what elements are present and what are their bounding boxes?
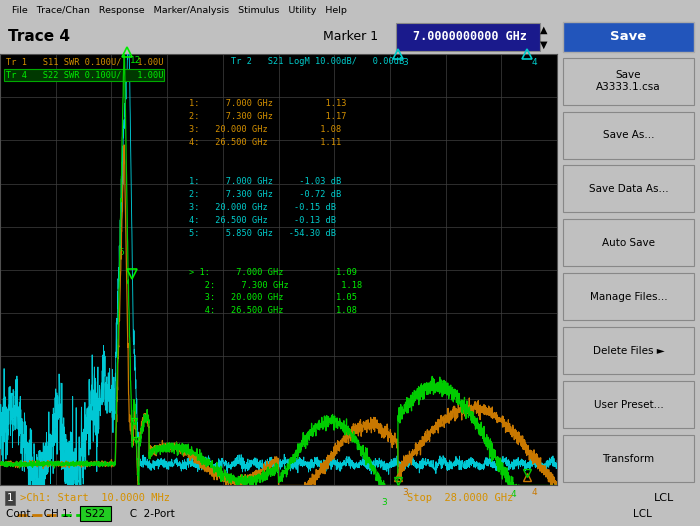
Text: S22: S22 (83, 509, 108, 519)
Text: Save Data As...: Save Data As... (589, 184, 668, 194)
Text: 5: 5 (118, 248, 124, 257)
FancyBboxPatch shape (563, 274, 694, 320)
Text: LCL: LCL (634, 509, 652, 519)
Text: Tr 2   S21 LogM 10.00dB/   0.00dB: Tr 2 S21 LogM 10.00dB/ 0.00dB (231, 57, 405, 66)
Text: 1: 1 (7, 493, 13, 503)
Text: User Preset...: User Preset... (594, 400, 664, 410)
FancyBboxPatch shape (563, 58, 694, 105)
Text: 7.0000000000 GHz: 7.0000000000 GHz (413, 30, 526, 43)
Text: Transform: Transform (603, 453, 655, 463)
Text: > 1:     7.000 GHz          1.09
   2:     7.300 GHz          1.18
   3:   20.00: > 1: 7.000 GHz 1.09 2: 7.300 GHz 1.18 3:… (190, 268, 363, 315)
Text: Save As...: Save As... (603, 130, 655, 140)
FancyBboxPatch shape (563, 381, 694, 428)
Text: Marker 1: Marker 1 (323, 30, 378, 43)
Text: File   Trace/Chan   Response   Marker/Analysis   Stimulus   Utility   Help: File Trace/Chan Response Marker/Analysis… (6, 6, 346, 15)
Text: 4: 4 (532, 58, 538, 67)
Text: >Ch1: Start  10.0000 MHz: >Ch1: Start 10.0000 MHz (20, 493, 169, 503)
Text: 3: 3 (402, 488, 408, 497)
Text: 1:     7.000 GHz     -1.03 dB
2:     7.300 GHz     -0.72 dB
3:   20.000 GHz     : 1: 7.000 GHz -1.03 dB 2: 7.300 GHz -0.72… (190, 177, 342, 238)
Text: LCL: LCL (654, 493, 674, 503)
FancyBboxPatch shape (563, 219, 694, 266)
Text: C  2-Port: C 2-Port (120, 509, 174, 519)
FancyBboxPatch shape (563, 22, 694, 52)
Text: Save: Save (610, 30, 647, 43)
Text: ▲: ▲ (540, 25, 547, 35)
FancyBboxPatch shape (563, 166, 694, 213)
Text: ▼: ▼ (540, 39, 547, 49)
Text: Auto Save: Auto Save (602, 238, 655, 248)
Text: Tr 1   S11 SWR 0.100U/   1.00U: Tr 1 S11 SWR 0.100U/ 1.00U (6, 57, 163, 66)
Text: 4: 4 (510, 490, 516, 499)
FancyBboxPatch shape (395, 23, 540, 52)
Text: Save
A3333.1.csa: Save A3333.1.csa (596, 70, 661, 92)
Text: 1:     7.000 GHz          1.13
2:     7.300 GHz          1.17
3:   20.000 GHz   : 1: 7.000 GHz 1.13 2: 7.300 GHz 1.17 3: 2… (190, 99, 347, 147)
Text: Delete Files ►: Delete Files ► (593, 346, 664, 356)
Text: 3: 3 (382, 499, 387, 508)
Text: Tr 4   S22 SWR 0.100U/   1.00U: Tr 4 S22 SWR 0.100U/ 1.00U (6, 70, 163, 79)
Text: Manage Files...: Manage Files... (590, 292, 667, 302)
FancyBboxPatch shape (563, 112, 694, 158)
Text: Trace 4: Trace 4 (8, 29, 71, 44)
FancyBboxPatch shape (563, 327, 694, 374)
Text: 12: 12 (130, 56, 141, 65)
Text: Cont.   CH 1:: Cont. CH 1: (6, 509, 75, 519)
FancyBboxPatch shape (563, 435, 694, 482)
Text: 3: 3 (402, 58, 408, 67)
Text: 4: 4 (532, 488, 538, 497)
Text: Stop  28.0000 GHz: Stop 28.0000 GHz (407, 493, 513, 503)
